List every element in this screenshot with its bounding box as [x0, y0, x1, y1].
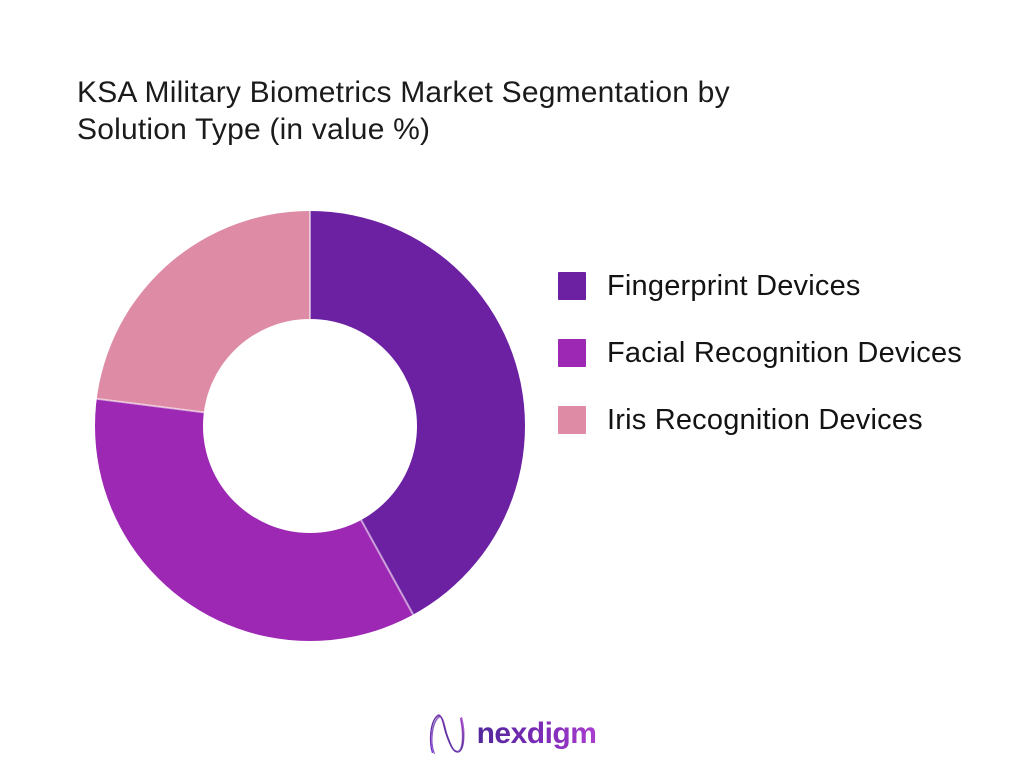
- chart-title: KSA Military Biometrics Market Segmentat…: [77, 74, 730, 148]
- legend-swatch-iris: [558, 406, 586, 434]
- legend-item-facial: Facial Recognition Devices: [558, 336, 962, 369]
- legend-label-facial: Facial Recognition Devices: [607, 336, 962, 369]
- brand-wordmark: nexdigm: [477, 714, 597, 754]
- chart-legend: Fingerprint Devices Facial Recognition D…: [558, 269, 962, 473]
- chart-title-line1: KSA Military Biometrics Market Segmentat…: [77, 76, 730, 109]
- donut-chart: [95, 211, 525, 641]
- legend-item-iris: Iris Recognition Devices: [558, 403, 962, 436]
- legend-item-fingerprint: Fingerprint Devices: [558, 269, 962, 302]
- chart-title-line2: Solution Type (in value %): [77, 113, 431, 146]
- legend-label-fingerprint: Fingerprint Devices: [607, 269, 861, 302]
- legend-label-iris: Iris Recognition Devices: [607, 403, 923, 436]
- brand-logo: nexdigm: [428, 712, 597, 756]
- nexdigm-logo-icon: [429, 714, 465, 755]
- legend-swatch-facial: [558, 339, 586, 367]
- legend-swatch-fingerprint: [558, 272, 586, 300]
